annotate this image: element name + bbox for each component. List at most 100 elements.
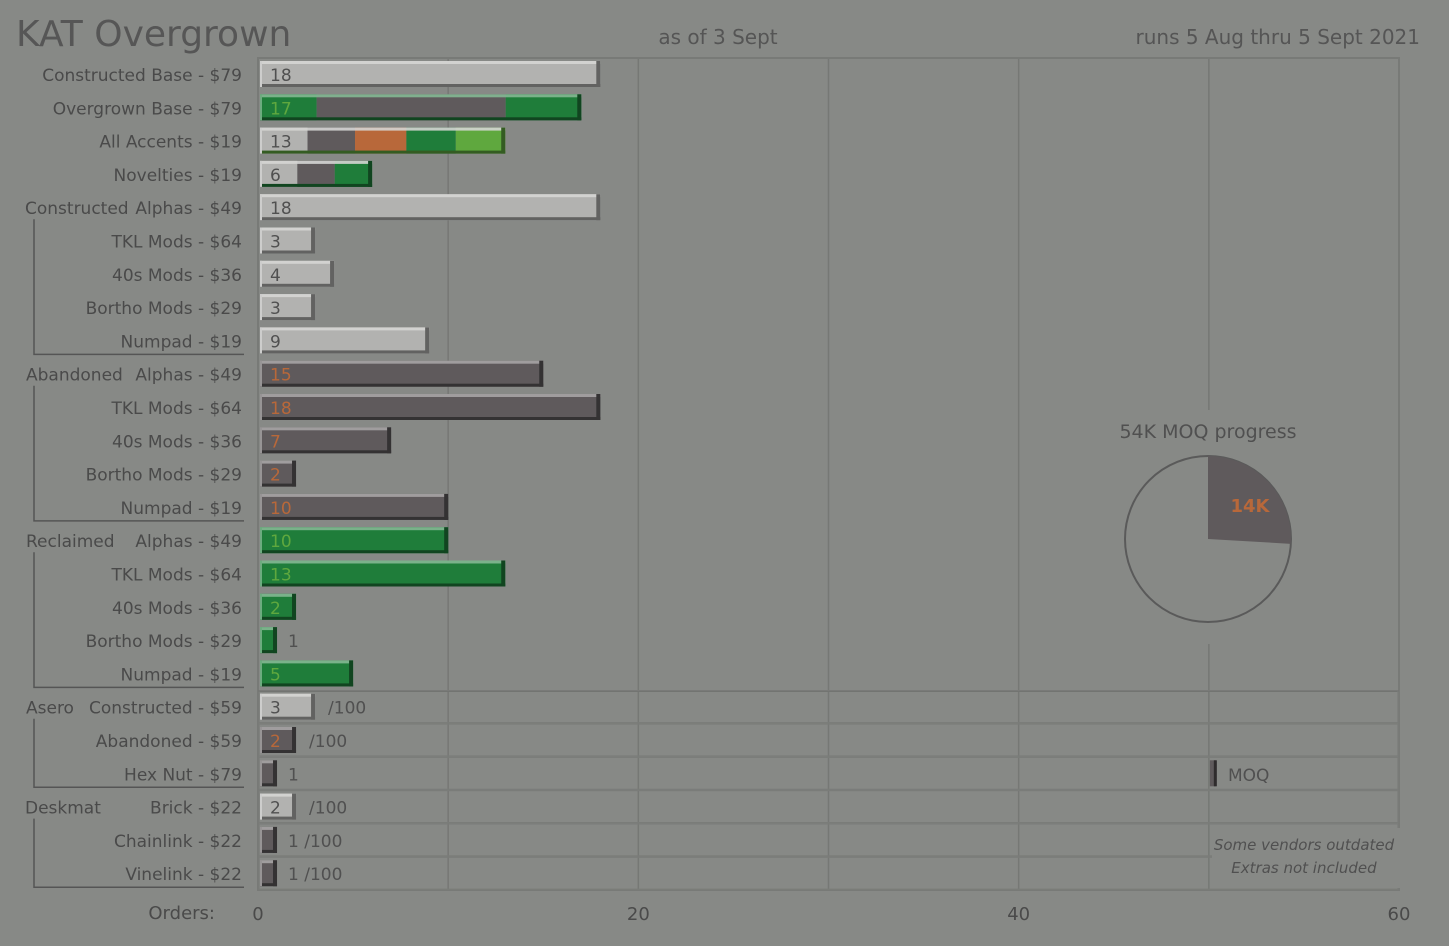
- row-label: Bortho Mods - $29: [86, 299, 242, 319]
- pie-title: 54K MOQ progress: [1119, 421, 1296, 443]
- row-label: Novelties - $19: [114, 166, 242, 186]
- bar-shadow: [260, 516, 449, 520]
- bar-segment: [455, 127, 506, 154]
- row-label: 40s Mods - $36: [112, 599, 242, 619]
- bar-segment: [406, 127, 456, 154]
- value-label: 1: [288, 632, 299, 652]
- x-tick-label: 60: [1388, 904, 1411, 925]
- footnote-line-2: Extras not included: [1231, 859, 1377, 877]
- bar-left-edge: [260, 294, 262, 321]
- row-label: Alphas - $49: [135, 532, 242, 552]
- bar-edge: [292, 460, 297, 487]
- bar-highlight: [260, 460, 297, 464]
- bar: [260, 227, 316, 254]
- value-label: 10: [270, 532, 292, 552]
- moq-label: MOQ: [1228, 766, 1269, 786]
- bar-left-edge: [260, 427, 262, 454]
- bar-left-edge: [260, 527, 262, 554]
- row-label: Numpad - $19: [121, 665, 242, 685]
- row-label: Numpad - $19: [121, 332, 242, 352]
- value-label: 1 /100: [288, 865, 342, 885]
- bar-shadow: [260, 317, 316, 321]
- bar-highlight: [260, 693, 316, 697]
- bar-segment: [334, 160, 373, 187]
- bar-edge: [387, 427, 392, 454]
- row-label: Abandoned - $59: [96, 732, 242, 752]
- bar-edge: [273, 860, 278, 887]
- bar-left-edge: [260, 61, 262, 87]
- bar-highlight: [260, 860, 278, 864]
- x-tick-label: 0: [252, 904, 263, 925]
- bar-highlight: [260, 294, 316, 298]
- bar-highlight: [260, 127, 506, 131]
- bar-highlight: [260, 560, 506, 564]
- bar-edge: [330, 260, 335, 287]
- value-label: 18: [270, 199, 292, 219]
- bar-left-edge: [260, 360, 262, 387]
- row-label: Alphas - $49: [135, 366, 242, 386]
- bar-segment: [260, 693, 316, 720]
- bar-segment: [260, 127, 308, 154]
- bar-highlight: [260, 427, 392, 431]
- bar-left-edge: [260, 127, 262, 154]
- bar-edge: [311, 227, 316, 254]
- bar-left-edge: [260, 160, 262, 187]
- target-suffix: /100: [309, 732, 347, 752]
- x-axis-label: Orders:: [148, 903, 215, 924]
- bar-segment: [260, 527, 449, 554]
- bar-highlight: [260, 360, 544, 364]
- bar-segment: [260, 61, 601, 87]
- bar: [260, 160, 373, 187]
- bar-highlight: [260, 61, 601, 64]
- row-label: Bortho Mods - $29: [86, 632, 242, 652]
- bar-left-edge: [260, 394, 262, 420]
- bar-edge: [311, 294, 316, 321]
- bar: [260, 860, 278, 887]
- group-name: Abandoned: [26, 366, 123, 386]
- bar: [260, 61, 601, 87]
- bar-shadow: [260, 650, 278, 654]
- bar-shadow: [260, 383, 544, 387]
- bar-edge: [501, 560, 506, 587]
- bar-left-edge: [260, 327, 262, 354]
- bar-edge: [273, 760, 278, 787]
- x-axis-ticks: 0 20 40 60: [252, 904, 1410, 925]
- bar-left-edge: [260, 260, 262, 287]
- bar-segment: [260, 94, 317, 121]
- bar: [260, 394, 601, 420]
- bar: [260, 760, 278, 787]
- target-suffix: /100: [328, 699, 366, 719]
- bar-shadow: [260, 583, 506, 587]
- value-label: 1: [288, 765, 299, 785]
- bar-shadow: [260, 716, 316, 720]
- bar-edge: [577, 94, 582, 121]
- row-label: Chainlink - $22: [114, 832, 242, 852]
- bars: [260, 61, 1217, 887]
- bar: [260, 693, 316, 720]
- bar-segment: [260, 227, 316, 254]
- bar-left-edge: [260, 760, 262, 787]
- bar-left-edge: [260, 493, 262, 520]
- bar-segment: [260, 194, 601, 221]
- row-label: Bortho Mods - $29: [86, 466, 242, 486]
- bar-edge: [596, 394, 601, 420]
- value-label: 6: [270, 166, 281, 186]
- bar-edge: [596, 61, 601, 87]
- bar-segment: [260, 793, 297, 820]
- bar-edge: [444, 527, 449, 554]
- bar-edge: [368, 160, 373, 187]
- value-label: 9: [270, 332, 281, 352]
- bar: [260, 427, 392, 454]
- row-label: TKL Mods - $64: [110, 233, 242, 253]
- row-label: 40s Mods - $36: [112, 432, 242, 452]
- accessory-row-frame: [258, 756, 1399, 790]
- bar-shadow: [260, 417, 601, 420]
- footnote: Some vendors outdated Extras not include…: [1212, 828, 1400, 888]
- bar-highlight: [260, 627, 278, 631]
- bar-segment: [260, 560, 506, 587]
- value-label: 3: [270, 699, 281, 719]
- bar-shadow: [260, 150, 506, 154]
- bar-shadow: [260, 283, 335, 287]
- bar-left-edge: [260, 593, 262, 620]
- bar-highlight: [260, 327, 430, 331]
